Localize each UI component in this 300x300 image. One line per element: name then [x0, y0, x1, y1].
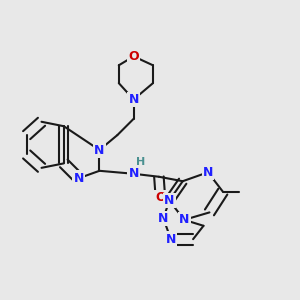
- Text: O: O: [155, 191, 166, 204]
- Text: N: N: [203, 166, 213, 179]
- Text: N: N: [158, 212, 169, 225]
- Text: N: N: [74, 172, 84, 185]
- Text: O: O: [128, 50, 139, 63]
- Text: N: N: [94, 143, 105, 157]
- Text: N: N: [128, 167, 139, 180]
- Text: N: N: [179, 213, 189, 226]
- Text: N: N: [166, 233, 176, 246]
- Text: N: N: [128, 93, 139, 106]
- Text: H: H: [136, 157, 146, 167]
- Text: N: N: [164, 194, 175, 207]
